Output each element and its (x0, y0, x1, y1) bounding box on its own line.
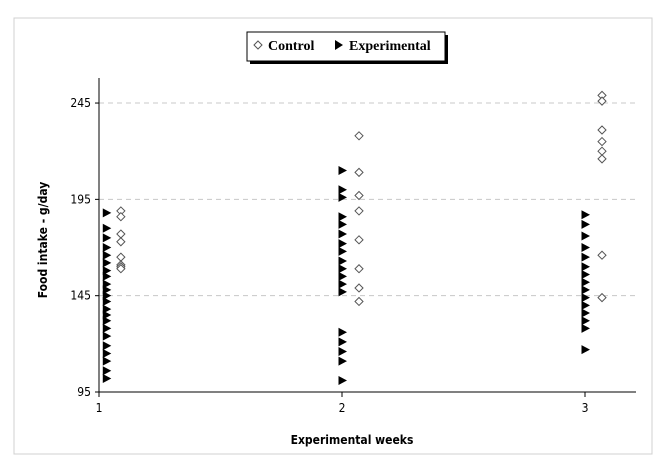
control-point (597, 250, 607, 260)
y-axis-title: Food intake - g/day (36, 182, 50, 299)
experimental-point (581, 285, 590, 295)
control-point (354, 206, 364, 216)
experimental-point (338, 256, 347, 266)
x-tick-label: 3 (582, 401, 589, 415)
experimental-point (338, 212, 347, 222)
experimental-point (102, 296, 112, 306)
experimental-point (338, 271, 347, 281)
legend-experimental-label: Experimental (349, 39, 431, 54)
control-point (354, 131, 364, 141)
experimental-point (102, 243, 112, 253)
experimental-point (102, 356, 112, 366)
experimental-point (102, 258, 112, 268)
experimental-point (581, 210, 590, 220)
experimental-point (581, 243, 590, 253)
control-point (354, 235, 364, 245)
experimental-point (581, 345, 590, 355)
control-point (354, 264, 364, 274)
experimental-point (102, 310, 112, 320)
control-point (597, 125, 607, 135)
experimental-point (102, 348, 112, 358)
control-point (354, 283, 364, 293)
experimental-point (102, 331, 112, 341)
control-point (116, 237, 126, 247)
experimental-point (102, 285, 112, 295)
legend-control-marker (253, 40, 263, 50)
y-tick-label: 145 (70, 289, 91, 303)
experimental-point (102, 233, 112, 243)
experimental-point (581, 300, 590, 310)
control-point (597, 136, 607, 147)
control-point (354, 296, 364, 307)
experimental-point (338, 375, 347, 385)
control-point (116, 211, 126, 222)
y-tick-labels: 95 145 195 245 (70, 96, 91, 399)
experimental-point (102, 341, 112, 351)
experimental-point (102, 374, 112, 384)
experimental-point (102, 266, 112, 276)
legend: Control Experimental (246, 31, 448, 64)
x-tick-label: 1 (96, 401, 103, 415)
experimental-point (338, 347, 347, 357)
legend-box (246, 31, 446, 62)
experimental-point (581, 293, 590, 303)
experimental-point (581, 269, 590, 279)
experimental-point (338, 165, 347, 175)
experimental-point (338, 279, 347, 289)
experimental-point (581, 277, 590, 287)
experimental-point (581, 219, 590, 229)
x-tick-labels: 1 2 3 (96, 401, 589, 415)
experimental-point (338, 239, 347, 249)
experimental-point (338, 356, 347, 366)
experimental-point (102, 250, 112, 260)
axes (98, 78, 636, 393)
legend-experimental-marker (335, 40, 343, 50)
y-tick-label: 95 (77, 385, 91, 399)
experimental-point (102, 323, 112, 333)
experimental-point (581, 252, 590, 262)
data-points (102, 90, 607, 385)
control-point (116, 264, 126, 274)
experimental-point (102, 291, 112, 301)
experimental-point (338, 219, 347, 229)
experimental-point (338, 185, 347, 195)
experimental-point (338, 246, 347, 256)
y-tick-label: 245 (70, 96, 91, 110)
control-point (597, 292, 607, 303)
y-tick-label: 195 (70, 192, 91, 206)
experimental-point (102, 279, 112, 289)
experimental-point (102, 208, 112, 218)
experimental-point (102, 316, 112, 326)
experimental-point (102, 304, 112, 314)
x-axis-title: Experimental weeks (291, 433, 414, 447)
control-point (597, 96, 607, 106)
legend-shadow-bottom (250, 61, 448, 64)
experimental-point (581, 308, 590, 318)
legend-shadow-right (445, 35, 448, 64)
experimental-point (338, 337, 347, 347)
experimental-point (338, 192, 347, 202)
tick-marks (95, 102, 586, 397)
experimental-point (581, 323, 590, 333)
chart-border (13, 17, 653, 455)
experimental-point (102, 271, 112, 281)
experimental-point (102, 366, 112, 376)
control-point (354, 190, 364, 201)
experimental-point (338, 327, 347, 337)
experimental-point (102, 223, 112, 233)
experimental-point (338, 264, 347, 274)
experimental-point (338, 287, 347, 297)
experimental-point (581, 316, 590, 326)
control-point (597, 154, 607, 164)
experimental-point (338, 229, 347, 239)
control-point (354, 167, 364, 178)
x-tick-label: 2 (339, 401, 346, 415)
experimental-point (581, 231, 590, 241)
legend-control-label: Control (268, 39, 315, 54)
experimental-point (581, 262, 590, 272)
